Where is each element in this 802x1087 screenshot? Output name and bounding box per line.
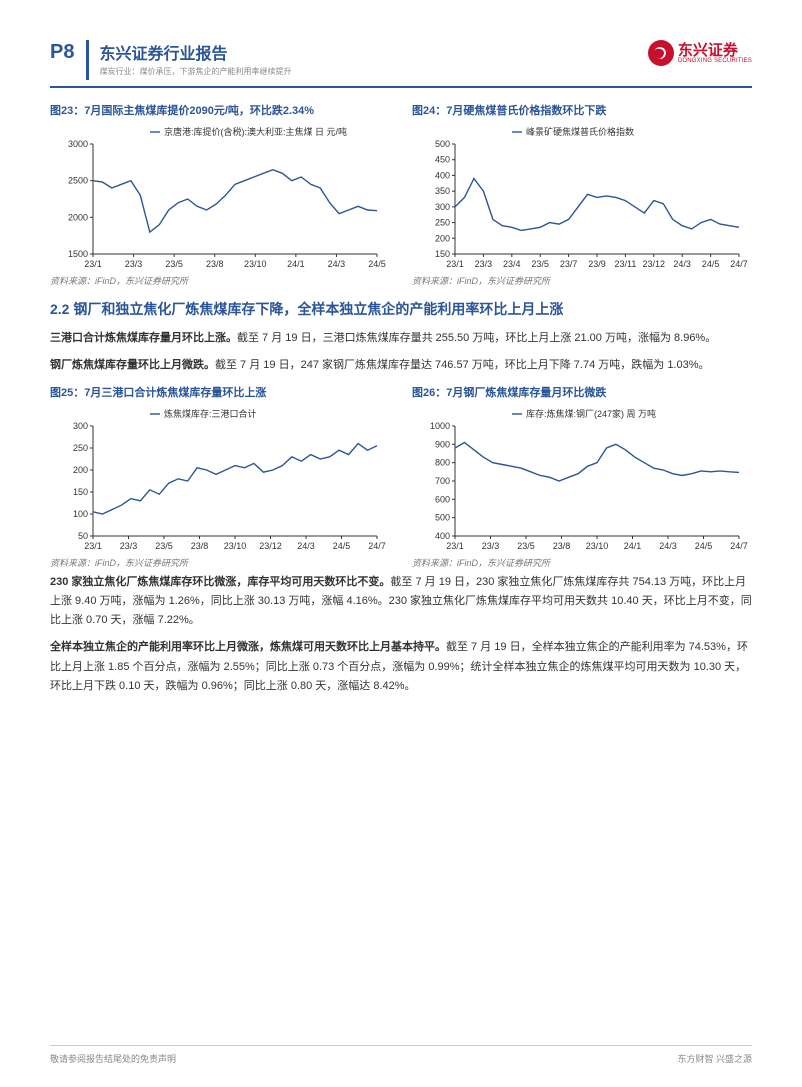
svg-text:23/8: 23/8 [206, 259, 224, 269]
svg-text:23/1: 23/1 [84, 259, 102, 269]
svg-text:24/5: 24/5 [695, 541, 713, 551]
svg-text:23/12: 23/12 [643, 259, 666, 269]
svg-text:24/7: 24/7 [730, 541, 748, 551]
logo-en: DONGXING SECURITIES [678, 58, 752, 64]
svg-text:24/1: 24/1 [624, 541, 642, 551]
svg-text:23/1: 23/1 [446, 259, 464, 269]
svg-text:2500: 2500 [68, 176, 88, 186]
svg-text:23/1: 23/1 [446, 541, 464, 551]
svg-text:23/10: 23/10 [586, 541, 609, 551]
svg-text:1500: 1500 [68, 249, 88, 259]
chart25-source: 资料来源：iFinD，东兴证券研究所 [50, 556, 390, 569]
svg-text:24/5: 24/5 [333, 541, 351, 551]
svg-text:24/3: 24/3 [328, 259, 346, 269]
svg-text:50: 50 [78, 531, 88, 541]
brand-logo: 东兴证券 DONGXING SECURITIES [648, 40, 752, 66]
para-4: 全样本独立焦企的产能利用率环比上月微涨，炼焦煤可用天数环比上月基本持平。截至 7… [50, 638, 752, 696]
svg-text:500: 500 [435, 139, 450, 149]
svg-text:23/10: 23/10 [224, 541, 247, 551]
svg-text:23/8: 23/8 [191, 541, 209, 551]
svg-text:23/3: 23/3 [125, 259, 143, 269]
chart23: 1500 2000 2500 3000 23/1 23/3 23/5 23/8 23/10 24/… [50, 122, 390, 272]
svg-text:1000: 1000 [430, 421, 450, 431]
chart23-title: 图23：7月国际主焦煤库提价2090元/吨，环比跌2.34% [50, 102, 390, 118]
svg-text:23/5: 23/5 [517, 541, 535, 551]
svg-text:450: 450 [435, 155, 450, 165]
svg-text:700: 700 [435, 476, 450, 486]
footer-left: 敬请参阅报告结尾处的免责声明 [50, 1052, 176, 1065]
svg-text:24/1: 24/1 [287, 259, 305, 269]
svg-text:150: 150 [73, 487, 88, 497]
report-title: 东兴证券行业报告 [99, 40, 291, 64]
svg-text:400: 400 [435, 531, 450, 541]
chart26-title: 图26：7月钢厂炼焦煤库存量月环比微跌 [412, 384, 752, 400]
svg-text:23/5: 23/5 [531, 259, 549, 269]
svg-text:2000: 2000 [68, 212, 88, 222]
svg-text:23/1: 23/1 [84, 541, 102, 551]
svg-text:24/3: 24/3 [673, 259, 691, 269]
svg-text:23/3: 23/3 [482, 541, 500, 551]
page-number: P8 [50, 40, 89, 80]
page-header: P8 东兴证券行业报告 煤炭行业：煤价承压，下游焦企的产能利用率继续提升 东兴证… [50, 40, 752, 88]
svg-text:24/5: 24/5 [702, 259, 720, 269]
svg-text:300: 300 [73, 421, 88, 431]
svg-text:24/5: 24/5 [368, 259, 386, 269]
report-subtitle: 煤炭行业：煤价承压，下游焦企的产能利用率继续提升 [99, 66, 291, 77]
svg-text:炼焦煤库存:三港口合计: 炼焦煤库存:三港口合计 [164, 408, 257, 419]
svg-text:24/3: 24/3 [659, 541, 677, 551]
svg-text:200: 200 [73, 465, 88, 475]
svg-text:300: 300 [435, 202, 450, 212]
svg-text:23/8: 23/8 [553, 541, 571, 551]
svg-text:250: 250 [435, 218, 450, 228]
chart24: 150 200 250 300 350 400 450 500 23/1 23/3 23/4 23/5… [412, 122, 752, 272]
svg-text:峰景矿硬焦煤普氏价格指数: 峰景矿硬焦煤普氏价格指数 [526, 126, 634, 137]
svg-text:600: 600 [435, 494, 450, 504]
chart24-title: 图24：7月硬焦煤普氏价格指数环比下跌 [412, 102, 752, 118]
svg-text:23/3: 23/3 [120, 541, 138, 551]
svg-text:100: 100 [73, 509, 88, 519]
chart26-source: 资料来源：iFinD，东兴证券研究所 [412, 556, 752, 569]
chart26: 400 500 600 700 800 900 1000 23/1 23/3 23/5 23/8 23… [412, 404, 752, 554]
svg-text:350: 350 [435, 186, 450, 196]
logo-mark-icon [648, 40, 674, 66]
section-2-2-title: 2.2 钢厂和独立焦化厂炼焦煤库存下降，全样本独立焦企的产能利用率环比上月上涨 [50, 299, 752, 319]
svg-text:23/12: 23/12 [259, 541, 282, 551]
svg-text:23/4: 23/4 [503, 259, 521, 269]
svg-text:23/9: 23/9 [588, 259, 606, 269]
page-footer: 敬请参阅报告结尾处的免责声明 东方财智 兴盛之源 [50, 1045, 752, 1065]
para-2: 钢厂炼焦煤库存量环比上月微跌。截至 7 月 19 日，247 家钢厂炼焦煤库存量… [50, 356, 752, 375]
svg-text:400: 400 [435, 170, 450, 180]
svg-text:23/3: 23/3 [475, 259, 493, 269]
para-3: 230 家独立焦化厂炼焦煤库存环比微涨，库存平均可用天数环比不变。截至 7 月 … [50, 573, 752, 631]
para-1: 三港口合计炼焦煤库存量月环比上涨。截至 7 月 19 日，三港口炼焦煤库存量共 … [50, 329, 752, 348]
svg-text:库存:炼焦煤:钢厂(247家) 周 万吨: 库存:炼焦煤:钢厂(247家) 周 万吨 [526, 408, 656, 419]
svg-text:23/5: 23/5 [155, 541, 173, 551]
svg-text:23/11: 23/11 [614, 259, 636, 269]
chart25-title: 图25：7月三港口合计炼焦煤库存量环比上涨 [50, 384, 390, 400]
chart24-source: 资料来源：iFinD，东兴证券研究所 [412, 274, 752, 287]
footer-right: 东方财智 兴盛之源 [677, 1052, 752, 1065]
svg-text:200: 200 [435, 233, 450, 243]
chart23-source: 资料来源：iFinD，东兴证券研究所 [50, 274, 390, 287]
svg-text:900: 900 [435, 439, 450, 449]
svg-text:150: 150 [435, 249, 450, 259]
logo-cn: 东兴证券 [678, 43, 752, 58]
svg-text:24/3: 24/3 [297, 541, 315, 551]
svg-text:23/10: 23/10 [244, 259, 267, 269]
svg-text:24/7: 24/7 [368, 541, 386, 551]
svg-text:23/7: 23/7 [560, 259, 578, 269]
svg-text:23/5: 23/5 [165, 259, 183, 269]
svg-text:京唐港:库提价(含税):澳大利亚:主焦煤 日 元/吨: 京唐港:库提价(含税):澳大利亚:主焦煤 日 元/吨 [164, 126, 347, 137]
chart25: 50 100 150 200 250 300 23/1 23/3 23/5 23/8 23/10 23… [50, 404, 390, 554]
svg-text:250: 250 [73, 443, 88, 453]
svg-text:3000: 3000 [68, 139, 88, 149]
svg-text:800: 800 [435, 457, 450, 467]
svg-text:24/7: 24/7 [730, 259, 748, 269]
svg-text:500: 500 [435, 512, 450, 522]
